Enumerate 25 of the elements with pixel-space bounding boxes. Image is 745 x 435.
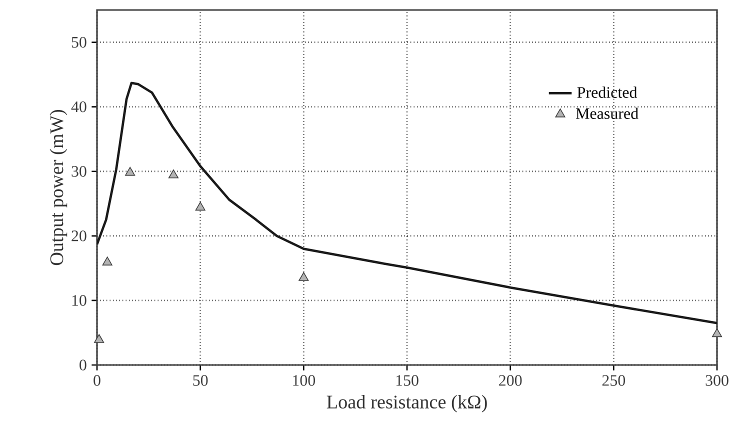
point bbox=[94, 334, 104, 343]
x-tick-label: 300 bbox=[706, 375, 728, 386]
x-tick-label: 150 bbox=[396, 375, 418, 386]
point bbox=[298, 272, 309, 281]
x-tick-label: 0 bbox=[94, 375, 100, 386]
x-tick-label: 100 bbox=[293, 375, 316, 386]
y-tick-label: 30 bbox=[72, 166, 86, 177]
x-tick-label: 200 bbox=[499, 375, 522, 386]
point bbox=[712, 328, 722, 338]
legend-label: Predicted bbox=[577, 86, 638, 98]
x-axis-title: Load resistance (kΩ) bbox=[326, 394, 487, 412]
y-tick-label: 40 bbox=[71, 101, 86, 112]
y-tick-label: 50 bbox=[72, 36, 86, 48]
point bbox=[102, 256, 112, 266]
y-tick-label: 20 bbox=[72, 230, 86, 242]
point bbox=[125, 166, 136, 176]
legend-label: Measured bbox=[576, 108, 638, 119]
point bbox=[195, 202, 206, 211]
line-series bbox=[97, 82, 718, 324]
y-tick-label: 10 bbox=[72, 295, 86, 306]
point bbox=[168, 170, 178, 178]
y-tick-label: 0 bbox=[80, 360, 86, 370]
x-tick-label: 50 bbox=[193, 375, 208, 386]
x-tick-label: 250 bbox=[602, 375, 626, 386]
y-axis-title: Output power (mW) bbox=[50, 110, 68, 266]
